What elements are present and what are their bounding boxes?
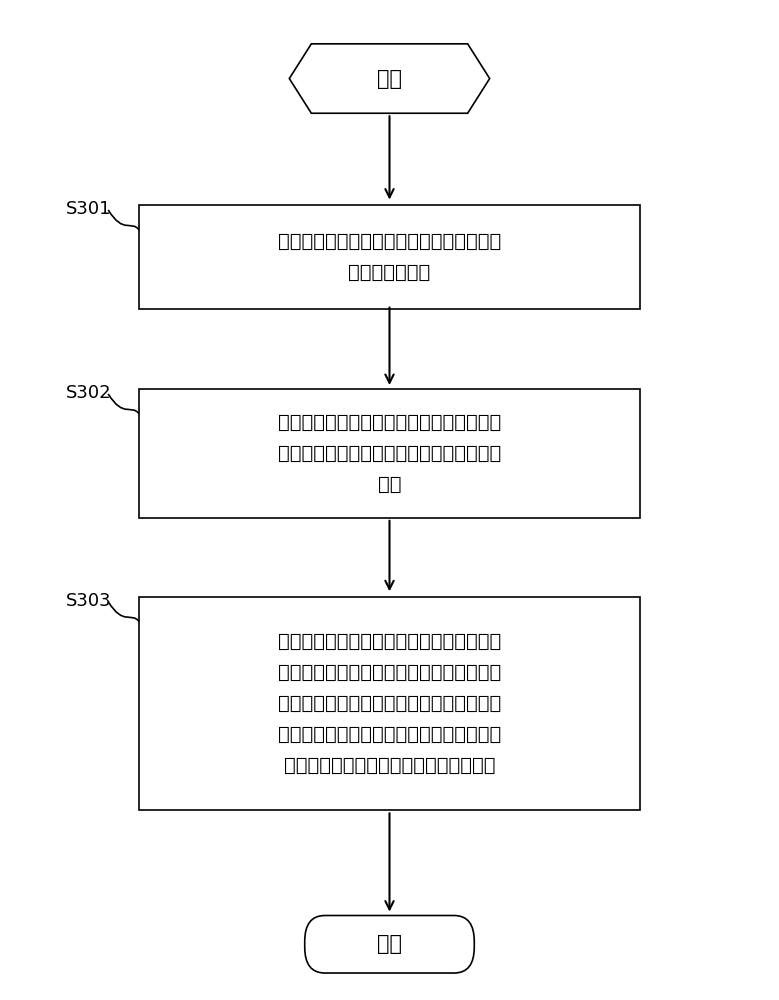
Polygon shape xyxy=(289,44,490,113)
Text: 结束: 结束 xyxy=(377,934,402,954)
Bar xyxy=(139,205,640,309)
Text: 根据所述微单元的全角变化、长度、有效重
力、井眼的摩阻系数、变形引起的侧向力以
及第一井斜角、第二井斜角确定所述微单元
的第二端的轴向力、单位长度的侧向力与第
: 根据所述微单元的全角变化、长度、有效重 力、井眼的摩阻系数、变形引起的侧向力以 … xyxy=(278,632,501,775)
Text: S301: S301 xyxy=(65,200,111,218)
Bar xyxy=(139,597,640,810)
Text: S303: S303 xyxy=(65,592,111,610)
Text: 根据所述微单元的曲率以及长度确定所述微
单元的全角变化: 根据所述微单元的曲率以及长度确定所述微 单元的全角变化 xyxy=(278,232,501,282)
FancyBboxPatch shape xyxy=(305,916,474,973)
Text: 根据所述微单元的横截面的惯性矩、所述微
单元的弹性模量以及曲率确定变形引起的侧
向力: 根据所述微单元的横截面的惯性矩、所述微 单元的弹性模量以及曲率确定变形引起的侧 … xyxy=(278,413,501,494)
Text: 开始: 开始 xyxy=(377,69,402,89)
Bar xyxy=(139,389,640,518)
Text: S302: S302 xyxy=(65,384,111,402)
